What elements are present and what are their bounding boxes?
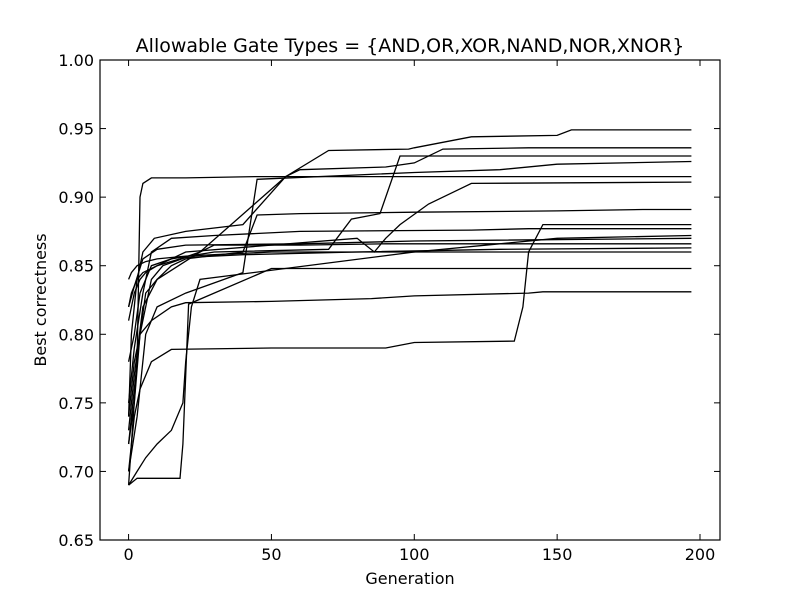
series-line-7 bbox=[127, 181, 692, 308]
y-axis-label: Best correctness bbox=[31, 233, 50, 366]
x-axis-label: Generation bbox=[365, 569, 454, 588]
series-line-8 bbox=[127, 291, 692, 417]
series-line-16 bbox=[127, 237, 692, 308]
series-line-14 bbox=[127, 251, 692, 280]
series-line-4 bbox=[127, 155, 692, 362]
plot-frame bbox=[99, 59, 721, 541]
tick-layer: 0 50 100 150 200 0.65 0.70 0.75 0.80 0.85 0.90 0.95… bbox=[58, 51, 720, 564]
x-tick-label: 50 bbox=[261, 545, 281, 564]
chart-title: Allowable Gate Types = {AND,OR,XOR,NAND,… bbox=[136, 35, 685, 57]
y-tick-label: 0.65 bbox=[58, 531, 94, 550]
series-line-15 bbox=[127, 247, 692, 445]
series-line-9 bbox=[128, 234, 692, 486]
y-tick-label: 0.85 bbox=[58, 257, 94, 276]
y-tick-label: 0.90 bbox=[58, 188, 94, 207]
x-tick-label: 150 bbox=[542, 545, 573, 564]
y-tick-label: 0.80 bbox=[58, 325, 94, 344]
y-tick-label: 0.95 bbox=[58, 120, 94, 139]
series-line-2 bbox=[127, 175, 692, 486]
series-line-5 bbox=[127, 160, 692, 472]
y-tick-label: 1.00 bbox=[58, 51, 94, 70]
series-line-6 bbox=[127, 208, 692, 431]
series-line-12 bbox=[127, 223, 692, 472]
y-tick-label: 0.70 bbox=[58, 462, 94, 481]
y-tick-label: 0.75 bbox=[58, 394, 94, 413]
series-line-11 bbox=[128, 267, 692, 486]
series-line-10 bbox=[127, 228, 692, 403]
series-layer bbox=[127, 129, 692, 486]
x-tick-label: 200 bbox=[685, 545, 716, 564]
x-tick-label: 100 bbox=[399, 545, 430, 564]
x-tick-label: 0 bbox=[123, 545, 133, 564]
